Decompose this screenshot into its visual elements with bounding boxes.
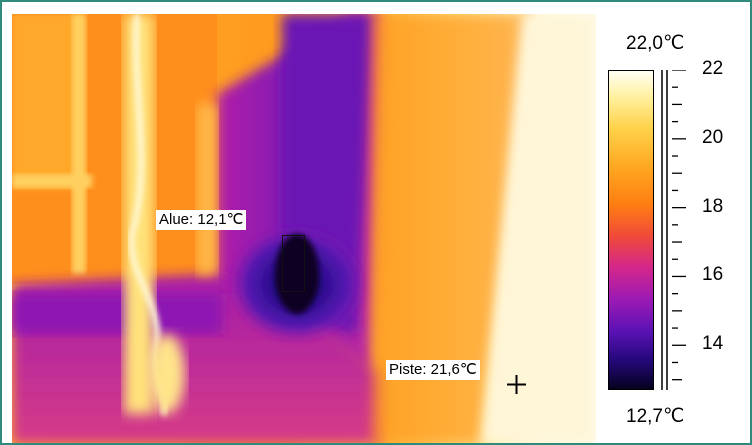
scale-tick-label: 22 — [702, 58, 724, 79]
thermal-image — [12, 14, 596, 443]
area-min-label: Alue: 12,1℃ — [156, 210, 247, 230]
min-area-marker — [282, 235, 305, 292]
scale-ticks — [672, 70, 686, 381]
scale-tick-label: 20 — [702, 126, 724, 148]
scale-min-label: 12,7℃ — [626, 406, 685, 427]
scale-tick-label: 18 — [702, 195, 724, 217]
colorbar-rails — [661, 70, 668, 390]
scale-tick-label: 16 — [702, 264, 724, 286]
scale-tick-label: 14 — [702, 333, 724, 355]
spot-crosshair-icon — [507, 375, 526, 394]
temperature-colorbar — [608, 70, 654, 390]
scale-max-label: 22,0℃ — [626, 33, 685, 54]
spot-temp-label: Piste: 21,6℃ — [386, 360, 480, 380]
